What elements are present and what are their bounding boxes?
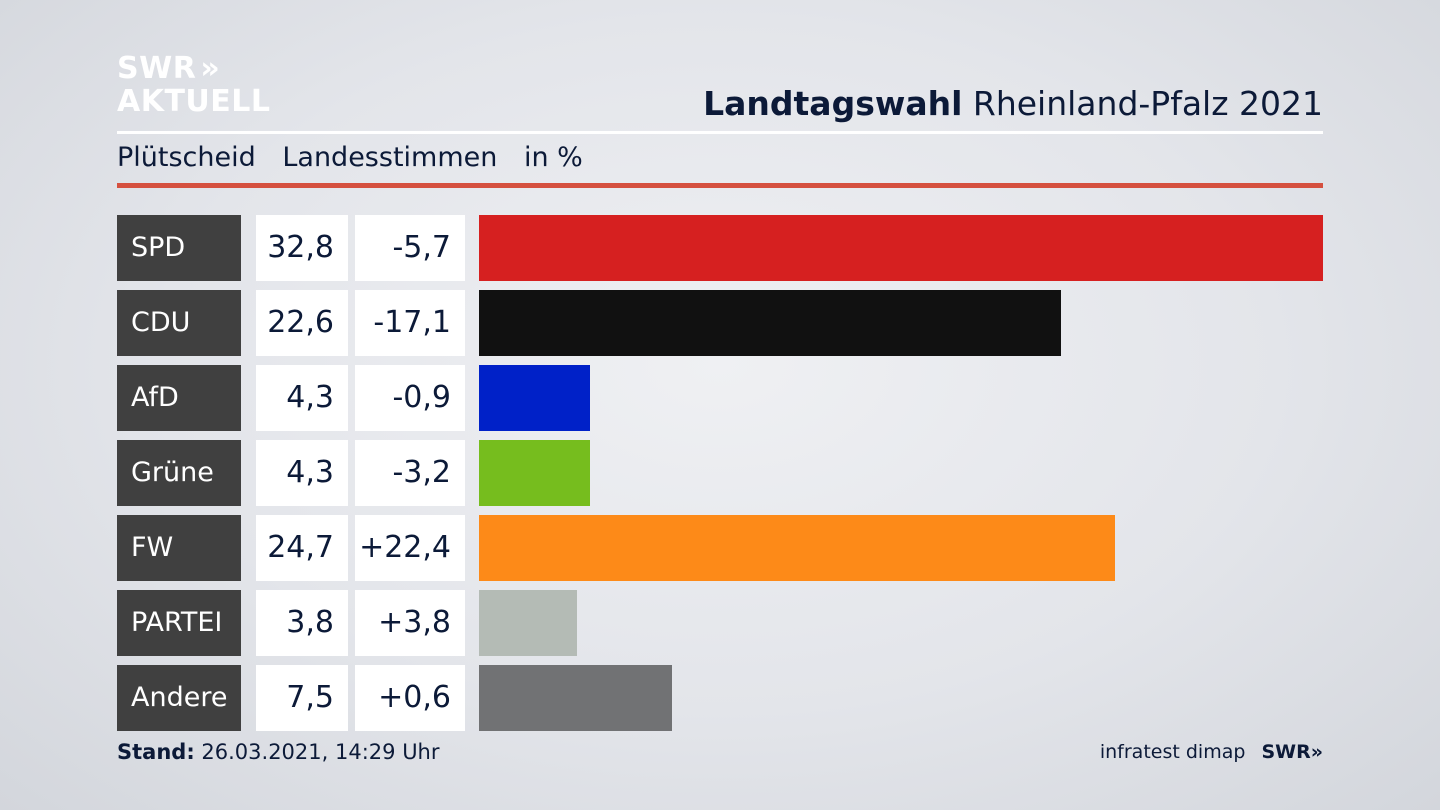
subtitle-location: Plütscheid xyxy=(117,142,256,173)
vote-share-bar xyxy=(479,590,577,656)
party-label: PARTEI xyxy=(117,590,241,656)
swr-brand-icon: SWR» xyxy=(1261,741,1323,763)
vote-share-value: 4,3 xyxy=(256,440,348,506)
party-label: SPD xyxy=(117,215,241,281)
stand-label: Stand: xyxy=(117,740,195,764)
vote-share-bar xyxy=(479,440,590,506)
stand-value: 26.03.2021, 14:29 Uhr xyxy=(201,740,440,764)
subtitle-vote-type: Landesstimmen xyxy=(282,142,498,173)
vote-change-value: +0,6 xyxy=(355,665,465,731)
logo-aktuell-text: AKTUELL xyxy=(117,84,271,119)
vote-change-value: +22,4 xyxy=(355,515,465,581)
vote-share-value: 3,8 xyxy=(256,590,348,656)
party-label: FW xyxy=(117,515,241,581)
header-divider xyxy=(117,131,1323,134)
vote-share-bar xyxy=(479,665,672,731)
vote-share-value: 32,8 xyxy=(256,215,348,281)
logo-swr-text: SWR xyxy=(117,51,197,86)
vote-change-value: -17,1 xyxy=(355,290,465,356)
source-credit: infratest dimap SWR» xyxy=(1100,741,1323,763)
vote-share-value: 24,7 xyxy=(256,515,348,581)
subtitle-unit: in % xyxy=(523,142,583,173)
vote-share-bar xyxy=(479,215,1323,281)
vote-share-value: 22,6 xyxy=(256,290,348,356)
vote-change-value: -5,7 xyxy=(355,215,465,281)
vote-share-bar xyxy=(479,515,1115,581)
vote-share-bar xyxy=(479,290,1061,356)
party-label: Grüne xyxy=(117,440,241,506)
vote-share-bar xyxy=(479,365,590,431)
result-row: PARTEI 3,8 +3,8 xyxy=(117,590,1323,656)
vote-change-value: +3,8 xyxy=(355,590,465,656)
party-label: CDU xyxy=(117,290,241,356)
result-row: CDU 22,6 -17,1 xyxy=(117,290,1323,356)
result-row: FW 24,7 +22,4 xyxy=(117,515,1323,581)
title-bold: Landtagswahl xyxy=(703,84,963,123)
vote-share-value: 7,5 xyxy=(256,665,348,731)
result-row: AfD 4,3 -0,9 xyxy=(117,365,1323,431)
logo-arrows-icon: » xyxy=(200,51,221,86)
page-title: Landtagswahl Rheinland-Pfalz 2021 xyxy=(703,84,1323,123)
party-label: AfD xyxy=(117,365,241,431)
result-row: Andere 7,5 +0,6 xyxy=(117,665,1323,731)
vote-share-value: 4,3 xyxy=(256,365,348,431)
source-text: infratest dimap xyxy=(1099,741,1246,763)
result-row: SPD 32,8 -5,7 xyxy=(117,215,1323,281)
swr-aktuell-logo: SWR» AKTUELL xyxy=(117,52,271,118)
subtitle: Plütscheid Landesstimmen in % xyxy=(117,142,601,173)
vote-change-value: -3,2 xyxy=(355,440,465,506)
accent-divider xyxy=(117,183,1323,188)
result-row: Grüne 4,3 -3,2 xyxy=(117,440,1323,506)
party-label: Andere xyxy=(117,665,241,731)
timestamp: Stand: 26.03.2021, 14:29 Uhr xyxy=(117,740,440,764)
vote-change-value: -0,9 xyxy=(355,365,465,431)
title-rest: Rheinland-Pfalz 2021 xyxy=(972,84,1323,123)
